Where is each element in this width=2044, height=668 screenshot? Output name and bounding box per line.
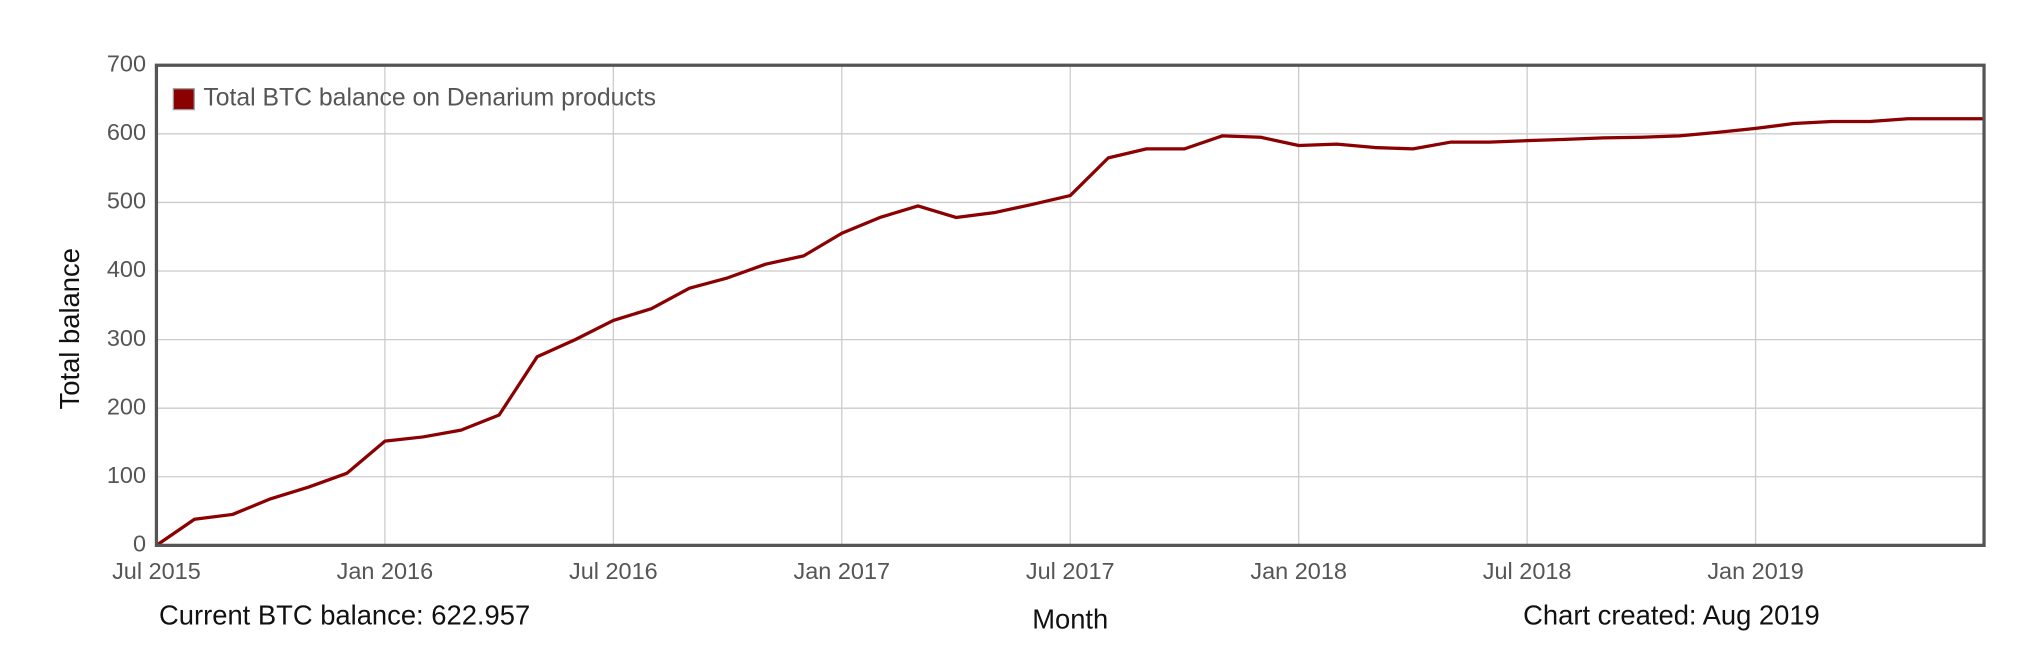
y-tick-label: 700	[107, 50, 146, 76]
x-tick-label: Jan 2016	[337, 558, 434, 584]
x-tick-label: Jan 2017	[794, 558, 891, 584]
x-tick-label: Jul 2016	[569, 558, 658, 584]
y-tick-label: 400	[107, 256, 146, 282]
footer-right: Chart created: Aug 2019	[1523, 599, 1820, 630]
x-tick-label: Jul 2018	[1483, 558, 1572, 584]
y-tick-label: 600	[107, 119, 146, 145]
y-tick-label: 200	[107, 393, 146, 419]
x-axis-label: Month	[1032, 603, 1108, 634]
x-tick-label: Jan 2019	[1707, 558, 1804, 584]
y-tick-label: 300	[107, 325, 146, 351]
footer-left: Current BTC balance: 622.957	[159, 599, 530, 630]
x-tick-label: Jul 2015	[112, 558, 201, 584]
plot-border	[154, 63, 1986, 547]
x-tick-label: Jul 2017	[1026, 558, 1115, 584]
y-tick-label: 500	[107, 188, 146, 214]
legend-swatch	[172, 88, 195, 111]
y-tick-label: 0	[133, 531, 146, 557]
y-tick-label: 100	[107, 462, 146, 488]
legend-label: Total BTC balance on Denarium products	[203, 85, 656, 112]
data-line	[155, 117, 1985, 547]
x-tick-label: Jan 2018	[1250, 558, 1347, 584]
y-axis-label: Total balance	[54, 248, 85, 409]
